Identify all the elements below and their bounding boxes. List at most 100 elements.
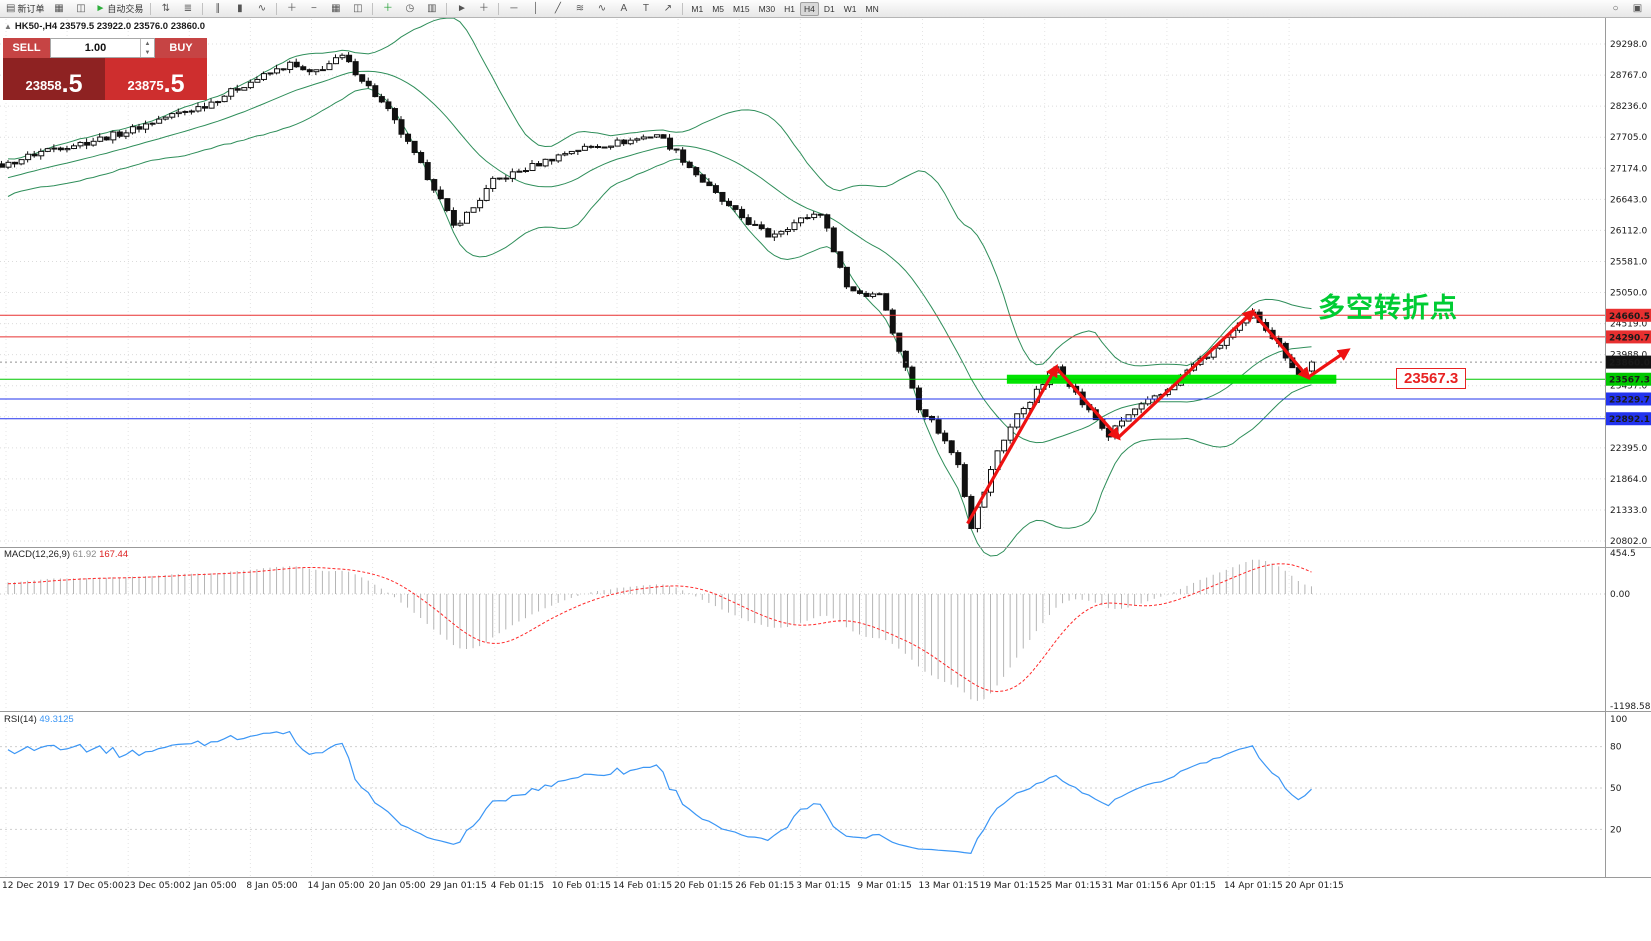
timeframe-m1[interactable]: M1 — [691, 3, 704, 14]
toolbar-separator — [682, 2, 684, 15]
grid — [0, 19, 1605, 877]
svg-text:2 Jan 05:00: 2 Jan 05:00 — [185, 881, 237, 891]
svg-text:20: 20 — [1610, 825, 1622, 835]
svg-text:23860.0: 23860.0 — [1609, 359, 1650, 369]
svg-text:12 Dec 2019: 12 Dec 2019 — [2, 881, 60, 891]
svg-text:17 Dec 05:00: 17 Dec 05:00 — [63, 881, 124, 891]
svg-text:21333.0: 21333.0 — [1610, 506, 1647, 516]
toolbar-timeframes: M1 M5 M15 M30 H1 H4 D1 W1 MN — [687, 1, 882, 16]
svg-text:4 Feb 01:15: 4 Feb 01:15 — [491, 881, 544, 891]
timeframe-w1[interactable]: W1 — [843, 3, 857, 14]
timeframe-mn[interactable]: MN — [865, 3, 879, 14]
arrow-tool-icon[interactable]: ↗ — [663, 2, 673, 14]
window-layout-icon[interactable]: ▣ — [1632, 2, 1643, 14]
zoom-out-icon[interactable]: − — [310, 2, 317, 14]
buy-button[interactable]: BUY — [155, 38, 207, 58]
new-order-button[interactable]: ▤ 新订单 — [6, 2, 45, 14]
buy-price[interactable]: 23875.5 — [105, 58, 207, 100]
crosshair-icon[interactable]: ＋ — [478, 2, 489, 14]
toolbar-right: ○ ▣ — [1605, 0, 1648, 17]
hlines[interactable] — [0, 314, 1605, 420]
hline-tool-icon[interactable]: ─ — [510, 2, 518, 14]
vline-tool-icon[interactable]: │ — [532, 2, 540, 14]
svg-text:20802.0: 20802.0 — [1610, 537, 1647, 547]
price-callout-box[interactable]: 23567.3 — [1396, 368, 1467, 389]
svg-text:23 Dec 05:00: 23 Dec 05:00 — [124, 881, 185, 891]
trendline-tool-icon[interactable]: ╱ — [554, 2, 561, 14]
svg-text:20 Feb 01:15: 20 Feb 01:15 — [674, 881, 733, 891]
toolbar-separator — [276, 2, 278, 15]
svg-text:27705.0: 27705.0 — [1610, 133, 1647, 143]
collapse-panel-icon[interactable]: ▲ — [4, 22, 12, 31]
timeframe-d1[interactable]: D1 — [823, 3, 835, 14]
sell-button[interactable]: SELL — [3, 38, 50, 58]
candle-chart-icon[interactable]: ▮ — [237, 2, 243, 14]
macd-value-signal: 167.44 — [99, 549, 129, 560]
timeframe-h1[interactable]: H1 — [784, 3, 795, 14]
bar-chart-icon[interactable]: ∥ — [215, 2, 221, 14]
fibo-tool-icon[interactable]: ∿ — [597, 2, 607, 14]
svg-text:6 Apr 01:15: 6 Apr 01:15 — [1163, 881, 1216, 891]
chart-annotation-text[interactable]: 多空转折点 — [1318, 293, 1458, 323]
svg-text:80: 80 — [1610, 743, 1622, 753]
macd-panel — [0, 559, 1605, 701]
svg-text:22892.1: 22892.1 — [1609, 415, 1650, 425]
toolbar: ▤ 新订单 ▦ ◫ ► 自动交易 ⇅ ≣ ∥ ▮ ∿ ＋ − ▦ ◫ ＋ ◷ ▥ ► ＋ ─ │ ╱ ≋ ∿ A T ↗ M1 M5 M1… — [0, 0, 1651, 18]
trend-arrows[interactable] — [966, 309, 1351, 525]
timeframe-h4[interactable]: H4 — [799, 1, 819, 16]
macd-axis-labels: 454.5 0.00 -1198.58 — [1610, 549, 1651, 712]
svg-text:10 Feb 01:15: 10 Feb 01:15 — [552, 881, 611, 891]
svg-text:25 Mar 01:15: 25 Mar 01:15 — [1041, 881, 1101, 891]
svg-text:8 Jan 05:00: 8 Jan 05:00 — [246, 881, 298, 891]
buy-price-pips: .5 — [163, 69, 185, 98]
rsi-indicator-label: RSI(14) 49.3125 — [4, 714, 74, 725]
timeframe-m5[interactable]: M5 — [712, 3, 725, 14]
indicator-window-icon[interactable]: ⇅ — [161, 2, 171, 14]
svg-text:22395.0: 22395.0 — [1610, 444, 1647, 454]
toolbar-separator — [446, 2, 448, 15]
search-icon[interactable]: ○ — [1612, 2, 1619, 14]
period-icon[interactable]: ◷ — [405, 2, 415, 14]
charts-icon[interactable]: ▦ — [54, 2, 64, 14]
one-click-trade-panel: SELL 1.00 ▲ ▼ BUY 23858.5 23875.5 — [3, 38, 207, 100]
template-icon[interactable]: ▥ — [427, 2, 437, 14]
sell-price-pips: .5 — [61, 69, 83, 98]
object-list-icon[interactable]: ≣ — [183, 2, 193, 14]
rsi-panel — [0, 730, 1605, 855]
text-tool-icon[interactable]: A — [620, 2, 628, 14]
toolbar-separator — [202, 2, 204, 15]
toolbar-separator — [372, 2, 374, 15]
cursor-icon[interactable]: ► — [456, 2, 467, 14]
add-indicator-icon[interactable]: ＋ — [382, 2, 393, 14]
toolbar-separator — [498, 2, 500, 15]
volume-value[interactable]: 1.00 — [84, 42, 107, 54]
svg-text:31 Mar 01:15: 31 Mar 01:15 — [1102, 881, 1162, 891]
auto-trading-button[interactable]: ► 自动交易 — [95, 2, 144, 14]
profile-icon[interactable]: ◫ — [76, 2, 86, 14]
zoom-in-icon[interactable]: ＋ — [286, 2, 297, 14]
timeframe-m30[interactable]: M30 — [758, 3, 776, 14]
svg-text:23567.3: 23567.3 — [1609, 376, 1650, 386]
channel-tool-icon[interactable]: ≋ — [575, 2, 585, 14]
sell-price[interactable]: 23858.5 — [3, 58, 105, 100]
svg-text:23457.0: 23457.0 — [1610, 382, 1647, 392]
volume-up-icon[interactable]: ▲ — [144, 40, 151, 47]
volume-down-icon[interactable]: ▼ — [144, 49, 151, 56]
timeframe-m15[interactable]: M15 — [733, 3, 750, 14]
svg-text:28236.0: 28236.0 — [1610, 102, 1647, 112]
tile-windows-icon[interactable]: ◫ — [353, 2, 363, 14]
macd-indicator-label: MACD(12,26,9) 61.92 167.44 — [4, 549, 129, 560]
svg-text:20 Jan 05:00: 20 Jan 05:00 — [369, 881, 426, 891]
label-tool-icon[interactable]: T — [642, 2, 649, 14]
svg-text:100: 100 — [1610, 715, 1627, 725]
volume-stepper: ▲ ▼ — [140, 39, 154, 57]
time-axis-labels: 12 Dec 2019 17 Dec 05:00 23 Dec 05:00 2 Jan… — [2, 881, 1344, 891]
volume-field[interactable]: 1.00 ▲ ▼ — [50, 38, 155, 58]
line-chart-icon[interactable]: ∿ — [257, 2, 267, 14]
symbol-ohlc-text: HK50-,H4 23579.5 23922.0 23576.0 23860.0 — [14, 21, 206, 32]
price-tags: 24660.5 24290.7 23860.0 23567.3 23229.7 22892… — [1606, 308, 1651, 426]
price-axis-labels: 29298.0 28767.0 28236.0 27705.0 27174.0 26643… — [1610, 40, 1647, 547]
grid-icon[interactable]: ▦ — [331, 2, 341, 14]
